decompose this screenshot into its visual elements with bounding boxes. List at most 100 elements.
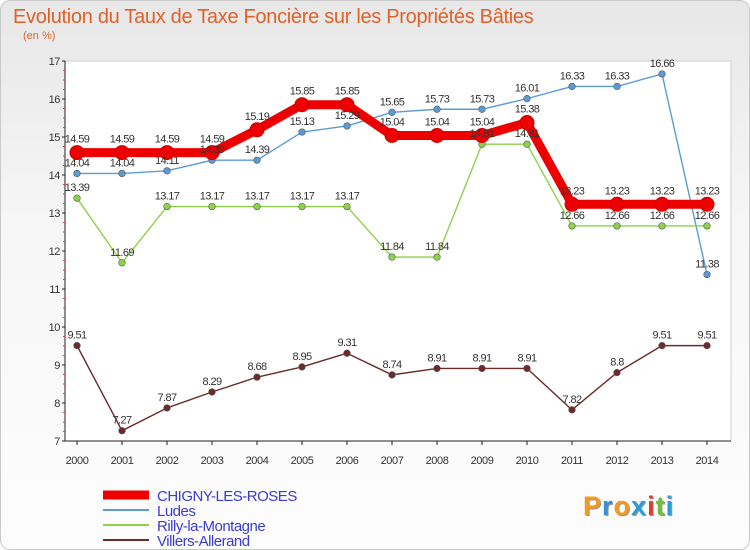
data-point (114, 145, 130, 161)
data-label: 14.39 (245, 144, 270, 156)
logo-letter: t (655, 491, 666, 521)
data-label: 14.59 (200, 134, 225, 146)
data-point (343, 202, 351, 211)
data-point (613, 222, 621, 230)
data-label: 15.73 (425, 93, 450, 105)
data-label: 16.66 (650, 58, 675, 70)
y-tick-label: 13 (49, 208, 61, 220)
data-label: 11.84 (380, 241, 404, 253)
data-label: 8.8 (610, 357, 624, 369)
proxiti-logo: Proxiti (583, 491, 674, 522)
chart-subtitle: (en %) (23, 30, 56, 42)
data-label: 14.81 (515, 128, 540, 140)
data-label: 13.17 (245, 191, 270, 203)
data-point (253, 156, 261, 164)
data-point (118, 169, 126, 178)
y-tick-label: 7 (54, 436, 60, 448)
data-point (613, 82, 621, 91)
data-label: 12.66 (650, 210, 675, 222)
data-label: 13.17 (335, 191, 360, 203)
data-point (703, 222, 711, 230)
data-label: 7.82 (562, 394, 581, 406)
data-point (564, 196, 580, 212)
data-label: 13.17 (155, 191, 180, 203)
data-label: 15.29 (335, 110, 360, 122)
x-tick-label: 2008 (426, 455, 449, 467)
logo-letter: P (583, 491, 603, 521)
data-label: 7.27 (112, 415, 131, 427)
data-point (609, 196, 625, 212)
data-point (339, 97, 355, 113)
data-point (523, 95, 531, 103)
x-tick-label: 2001 (111, 455, 134, 467)
data-label: 13.17 (200, 191, 225, 203)
legend-label: Villers-Allerand (157, 533, 250, 550)
data-label: 16.33 (560, 70, 585, 82)
y-tick-label: 16 (49, 94, 61, 106)
x-tick-label: 2003 (201, 455, 224, 467)
data-label: 8.95 (292, 351, 311, 363)
y-tick-label: 8 (54, 398, 60, 410)
data-label: 14.59 (65, 134, 90, 146)
data-label: 9.51 (652, 330, 671, 342)
data-label: 15.73 (470, 93, 495, 105)
data-point (253, 202, 261, 211)
x-tick-label: 2011 (561, 455, 583, 467)
data-label: 12.66 (605, 210, 630, 222)
data-label: 8.91 (517, 352, 536, 364)
x-tick-label: 2000 (66, 455, 89, 467)
data-label: 14.39 (200, 144, 225, 156)
data-point (163, 404, 171, 412)
data-point (519, 115, 535, 131)
data-label: 15.19 (245, 111, 270, 123)
data-point (474, 127, 490, 143)
chart-title: Evolution du Taux de Taxe Foncière sur l… (13, 6, 534, 28)
data-label: 13.39 (65, 182, 90, 194)
y-tick-label: 12 (49, 246, 61, 258)
y-tick-label: 15 (49, 132, 61, 144)
data-point (433, 105, 441, 113)
data-point (703, 270, 711, 279)
x-tick-label: 2005 (291, 455, 314, 467)
data-point (388, 253, 396, 261)
data-point (163, 202, 171, 211)
data-point (298, 128, 306, 136)
data-label: 15.65 (380, 96, 405, 108)
x-tick-label: 2009 (471, 455, 494, 467)
data-point (433, 364, 441, 373)
data-point (523, 140, 531, 148)
legend-label: CHIGNY-LES-ROSES (157, 488, 297, 505)
series-chigny-les-roses (69, 97, 715, 212)
data-label: 16.33 (605, 70, 630, 82)
data-label: 13.23 (560, 185, 585, 197)
data-point (118, 427, 126, 435)
y-tick-label: 11 (49, 284, 60, 296)
data-label: 15.04 (470, 116, 495, 128)
x-tick-label: 2013 (651, 455, 674, 467)
data-point (163, 167, 171, 175)
data-label: 11.84 (425, 241, 449, 253)
data-point (204, 145, 220, 161)
data-label: 9.31 (337, 337, 356, 349)
data-label: 15.13 (290, 116, 315, 128)
data-label: 8.74 (382, 359, 401, 371)
data-label: 14.81 (470, 128, 495, 140)
data-point (523, 364, 531, 373)
y-tick-label: 14 (49, 170, 61, 182)
data-point (384, 127, 400, 143)
data-point (658, 222, 666, 230)
data-point (73, 169, 81, 178)
data-label: 13.23 (650, 185, 675, 197)
legend-label: Rilly-la-Montagne (157, 518, 265, 535)
data-point (343, 349, 351, 357)
x-tick-label: 2010 (516, 455, 539, 467)
data-label: 13.17 (290, 191, 315, 203)
data-label: 15.85 (335, 86, 360, 98)
series-villers-allerand (73, 342, 711, 435)
plot-area (64, 60, 732, 442)
data-point (613, 369, 621, 377)
data-label: 8.29 (202, 376, 221, 388)
data-label: 14.04 (110, 157, 135, 169)
y-tick-label: 17 (49, 56, 61, 68)
